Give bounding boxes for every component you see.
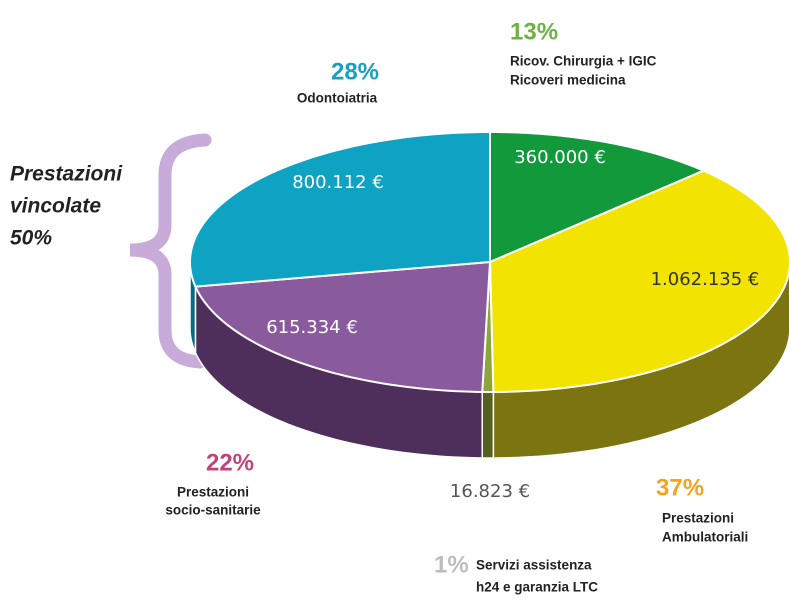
percent-label: 28% [331,58,379,85]
percent-label: 13% [510,18,558,45]
category-label: Servizi assistenza [476,558,592,573]
slice [189,130,491,288]
amount-label: 800.112 € [292,172,384,193]
annotation: 50% [10,227,52,250]
percent-label: 37% [656,474,704,501]
percent-label: 22% [206,449,254,476]
slice-side [481,391,495,459]
slice [193,260,492,393]
brace [129,133,212,369]
category-label: Prestazioni [177,485,249,500]
category-label: Odontoiatria [297,91,378,106]
amount-label: 1.062.135 € [651,269,760,290]
annotation: vincolate [10,195,101,218]
category-label: socio-sanitarie [165,503,261,518]
slice [488,169,789,394]
category-label: Ambulatoriali [662,530,748,545]
category-label: Ricoveri medicina [510,73,626,88]
amount-label: 16.823 € [450,481,530,502]
category-label: Ricov. Chirurgia + IGIC [510,54,657,69]
amount-label: 360.000 € [514,147,606,168]
category-label: Prestazioni [662,511,734,526]
amount-label: 615.334 € [266,317,358,338]
percent-label: 1% [434,551,469,578]
annotation: Prestazioni [10,163,123,186]
slice [489,130,707,264]
category-label: h24 e garanzia LTC [476,580,598,595]
